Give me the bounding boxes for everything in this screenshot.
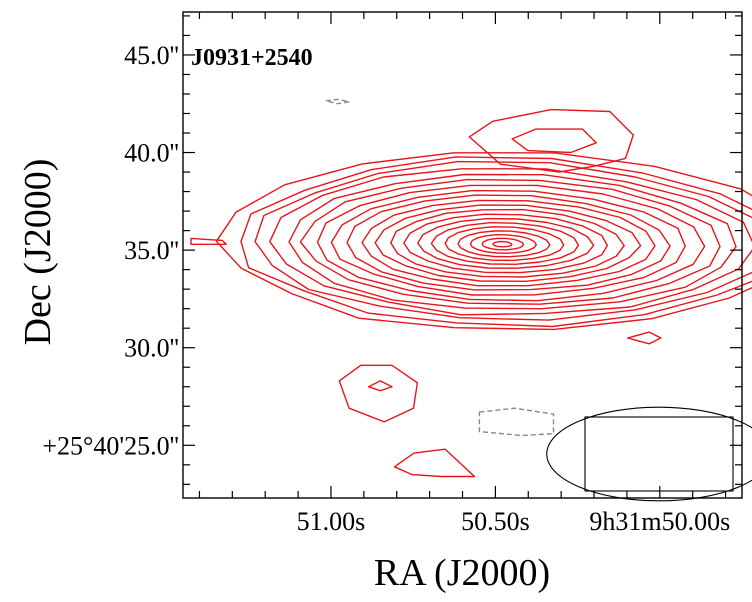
contour-level-9 xyxy=(346,194,671,291)
negative-contour-6-1 xyxy=(478,407,555,437)
contour-level-2 xyxy=(240,156,752,328)
secondary-contour-4-1 xyxy=(190,237,227,246)
contour-level-7 xyxy=(316,184,706,302)
contour-level-20 xyxy=(492,240,513,248)
contour-level-14 xyxy=(417,217,595,269)
contour-level-16 xyxy=(444,226,565,262)
source-name-label: J0931+2540 xyxy=(191,45,313,71)
secondary-contour-1-2 xyxy=(511,128,597,154)
contour-level-1 xyxy=(215,152,752,331)
y-tick-label: +25°40'25.0'' xyxy=(42,431,179,460)
x-tick-label: 50.50s xyxy=(461,507,530,536)
y-tick-label: 30.0'' xyxy=(124,334,179,363)
secondary-contour-1-1 xyxy=(468,108,634,173)
secondary-contour-3-1 xyxy=(393,448,476,478)
negative-contours xyxy=(325,98,555,437)
x-tick-labels: 51.00s 50.50s 9h31m50.00s xyxy=(297,507,731,536)
beam-ellipse xyxy=(546,406,752,502)
contour-level-10 xyxy=(361,199,656,287)
x-tick-label: 9h31m50.00s xyxy=(589,507,730,536)
axis-ticks xyxy=(183,12,742,498)
contour-level-13 xyxy=(403,213,608,274)
plot-frame xyxy=(182,11,743,499)
contour-level-19 xyxy=(481,237,525,251)
beam-box xyxy=(546,406,752,502)
y-tick-label: 40.0'' xyxy=(124,139,179,168)
contour-level-15 xyxy=(430,221,580,265)
y-tick-label: 45.0'' xyxy=(124,41,179,70)
x-tick-label: 51.00s xyxy=(297,507,366,536)
negative-contour-7-1 xyxy=(325,98,350,105)
contour-level-11 xyxy=(374,204,642,282)
secondary-contour-2-1 xyxy=(338,364,419,423)
contour-level-8 xyxy=(330,189,686,296)
y-tick-label: 35.0'' xyxy=(124,236,179,265)
contour-level-12 xyxy=(390,208,625,278)
contour-level-17 xyxy=(457,230,551,258)
contour-level-5 xyxy=(288,173,737,310)
contour-level-6 xyxy=(299,178,721,305)
contour-level-4 xyxy=(269,168,752,316)
contour-level-3 xyxy=(254,160,752,321)
beam-frame xyxy=(584,416,734,492)
y-tick-labels: 45.0'' 40.0'' 35.0'' 30.0'' +25°40'25.0'' xyxy=(42,41,179,460)
secondary-contour-5-1 xyxy=(627,331,662,345)
positive-contours xyxy=(190,108,752,478)
x-axis-label: RA (J2000) xyxy=(374,552,550,594)
secondary-contour-2-2 xyxy=(367,380,393,392)
y-axis-label: Dec (J2000) xyxy=(17,159,59,346)
contour-level-18 xyxy=(469,233,537,254)
